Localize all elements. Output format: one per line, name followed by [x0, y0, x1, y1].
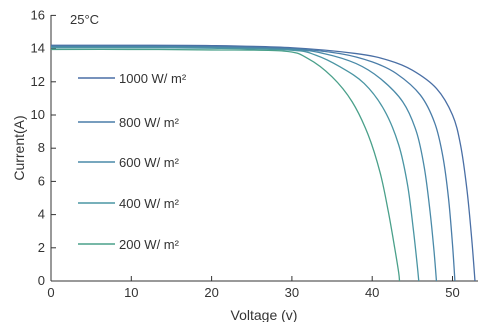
series-line-4: [50, 47, 420, 282]
legend-label: 600 W/ m²: [119, 155, 180, 170]
x-tick-label: 40: [365, 285, 379, 300]
y-tick-label: 16: [31, 7, 45, 22]
y-tick-label: 8: [38, 140, 45, 155]
x-tick-label: 50: [445, 285, 459, 300]
legend-label: 200 W/ m²: [119, 237, 180, 252]
series-lines: [50, 44, 476, 282]
x-tick-label: 20: [204, 285, 218, 300]
series-line-3: [50, 46, 438, 282]
series-line-2: [50, 45, 456, 282]
y-tick-label: 4: [38, 207, 45, 222]
x-axis-title: Voltage (v): [231, 307, 298, 322]
temperature-annotation: 25°C: [70, 12, 99, 27]
y-axis-title: Current(A): [11, 115, 27, 180]
axes: [50, 15, 478, 282]
legend-label: 400 W/ m²: [119, 196, 180, 211]
legend-label: 1000 W/ m²: [119, 71, 187, 86]
legend: 1000 W/ m² 800 W/ m² 600 W/ m² 400 W/ m² 200…: [78, 71, 187, 252]
x-tick-label: 30: [285, 285, 299, 300]
y-tick-label: 10: [31, 107, 45, 122]
legend-label: 800 W/ m²: [119, 115, 180, 130]
y-tick-label: 6: [38, 173, 45, 188]
ticks: 0 10 20 30 40 50 0 2 4 6 8 10 12 14 16: [31, 7, 460, 300]
y-tick-label: 0: [38, 273, 45, 288]
y-tick-label: 12: [31, 74, 45, 89]
x-tick-label: 10: [124, 285, 138, 300]
x-tick-label: 0: [47, 285, 54, 300]
y-tick-label: 14: [31, 41, 45, 56]
series-line-1: [50, 44, 476, 282]
y-tick-label: 2: [38, 240, 45, 255]
series-line-5: [50, 48, 401, 282]
